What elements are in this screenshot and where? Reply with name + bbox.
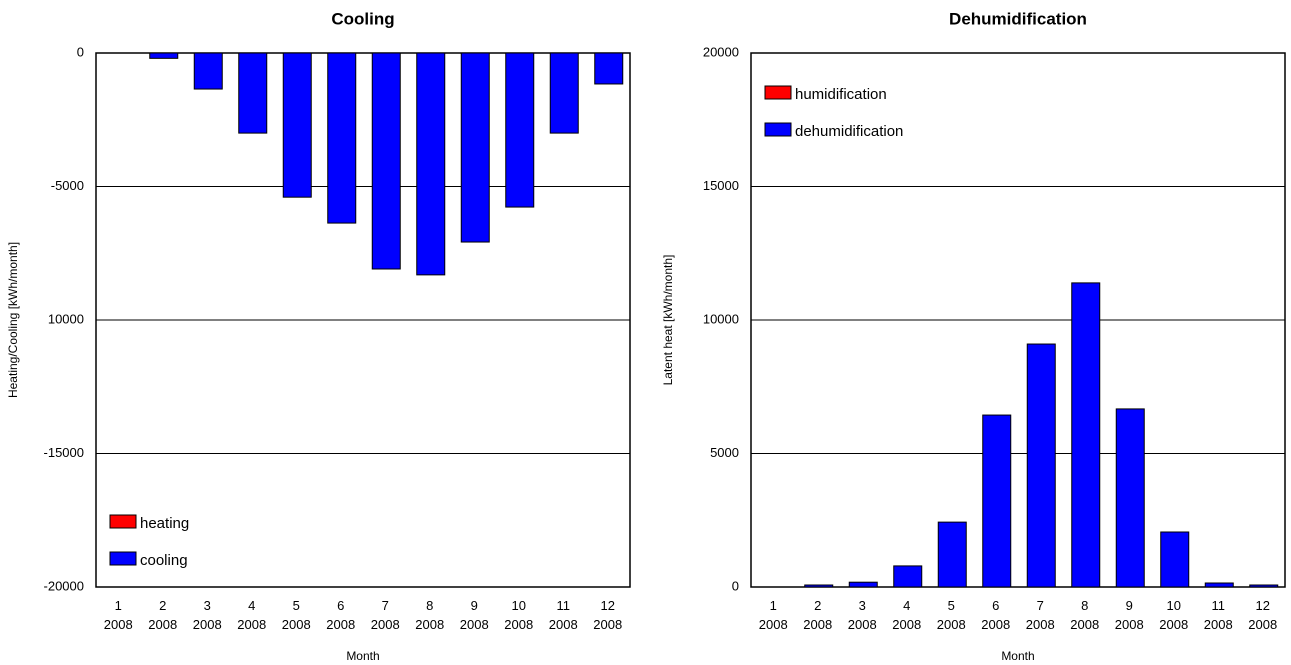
- y-tick-label: 5000: [710, 445, 739, 460]
- bar: [1249, 584, 1279, 588]
- legend-label: dehumidification: [795, 123, 903, 140]
- bar: [416, 52, 446, 276]
- legend-swatch: [764, 122, 792, 137]
- y-tick-label: 10000: [703, 311, 739, 326]
- bar: [327, 52, 357, 224]
- bar: [1026, 343, 1056, 588]
- bar: [1115, 408, 1145, 588]
- bar: [937, 521, 967, 588]
- x-tick-label: 2 2008: [148, 598, 177, 632]
- x-tick-label: 9 2008: [460, 598, 489, 632]
- x-tick-label: 10 2008: [504, 598, 533, 632]
- x-tick-label: 7 2008: [371, 598, 400, 632]
- y-tick-label: 20000: [703, 44, 739, 59]
- bar: [848, 581, 878, 588]
- x-tick-label: 5 2008: [937, 598, 966, 632]
- x-tick-label: 4 2008: [237, 598, 266, 632]
- bar: [282, 52, 312, 198]
- bar: [982, 414, 1012, 588]
- x-axis-label: Month: [1001, 649, 1034, 663]
- bar: [804, 584, 834, 588]
- chart-title: Dehumidification: [949, 9, 1087, 28]
- x-tick-label: 10 2008: [1159, 598, 1188, 632]
- x-tick-label: 6 2008: [326, 598, 355, 632]
- plot-frame: [95, 52, 631, 588]
- x-tick-label: 8 2008: [1070, 598, 1099, 632]
- legend-swatch: [764, 85, 792, 100]
- y-tick-label: -20000: [44, 578, 84, 593]
- x-tick-label: 3 2008: [193, 598, 222, 632]
- x-tick-label: 1 2008: [104, 598, 133, 632]
- bar: [149, 52, 179, 59]
- x-tick-label: 6 2008: [981, 598, 1010, 632]
- x-tick-label: 11 2008: [549, 598, 578, 632]
- legend-label: heating: [140, 515, 189, 532]
- bar: [505, 52, 535, 208]
- x-tick-label: 4 2008: [892, 598, 921, 632]
- bar: [193, 52, 223, 90]
- y-axis-label: Latent heat [kWh/month]: [661, 255, 675, 386]
- x-axis-label: Month: [346, 649, 379, 663]
- x-tick-label: 1 2008: [759, 598, 788, 632]
- x-tick-label: 9 2008: [1115, 598, 1144, 632]
- bar: [238, 52, 268, 134]
- plot-frame: [750, 52, 1286, 588]
- bar: [549, 52, 579, 134]
- x-tick-label: 7 2008: [1026, 598, 1055, 632]
- x-tick-label: 2 2008: [803, 598, 832, 632]
- y-axis-label: Heating/Cooling [kWh/month]: [6, 242, 20, 398]
- x-tick-label: 5 2008: [282, 598, 311, 632]
- y-tick-label: -15000: [44, 445, 84, 460]
- y-tick-label: -5000: [51, 178, 84, 193]
- legend-label: humidification: [795, 86, 887, 103]
- y-tick-label: 15000: [703, 178, 739, 193]
- bar: [460, 52, 490, 243]
- bar: [893, 565, 923, 588]
- bar: [371, 52, 401, 270]
- bar: [1071, 282, 1101, 588]
- chart-title: Cooling: [331, 9, 394, 28]
- bar: [1204, 582, 1234, 588]
- y-tick-label: 10000: [48, 311, 84, 326]
- legend-swatch: [109, 551, 137, 566]
- y-tick-label: 0: [732, 578, 739, 593]
- legend-label: cooling: [140, 552, 188, 569]
- x-tick-label: 12 2008: [593, 598, 622, 632]
- x-tick-label: 3 2008: [848, 598, 877, 632]
- x-tick-label: 8 2008: [415, 598, 444, 632]
- bar: [1160, 531, 1190, 588]
- legend-swatch: [109, 514, 137, 529]
- y-tick-label: 0: [77, 44, 84, 59]
- x-tick-label: 12 2008: [1248, 598, 1277, 632]
- bar: [594, 52, 624, 85]
- x-tick-label: 11 2008: [1204, 598, 1233, 632]
